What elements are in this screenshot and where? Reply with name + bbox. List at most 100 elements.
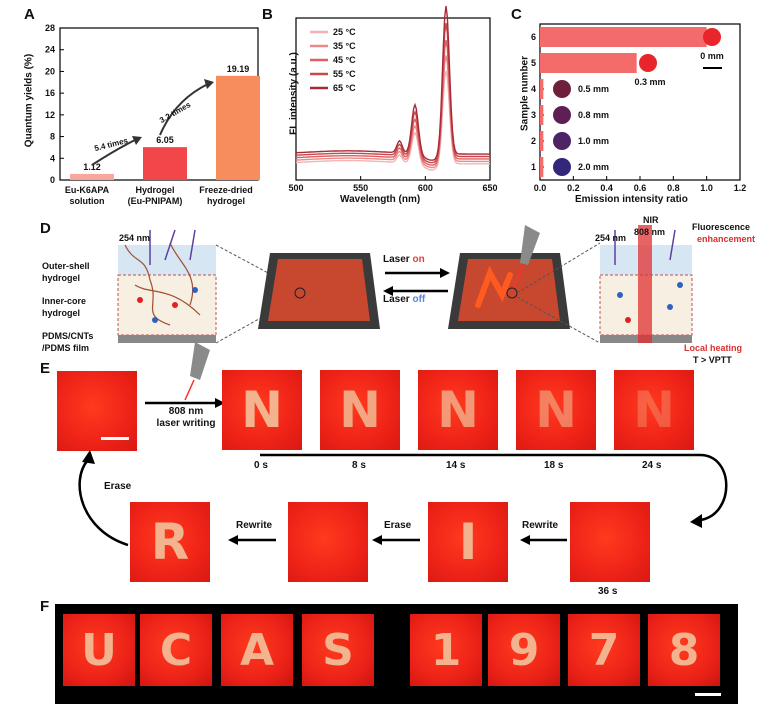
a-arrow-head-1 (132, 136, 142, 145)
d-254-left: 254 nm (119, 233, 151, 243)
e-tile-R: R (130, 502, 210, 582)
e-tile-erased-1 (288, 502, 368, 582)
e-tile-blank (57, 371, 137, 451)
a-bar (143, 147, 187, 180)
panel-b-axes: 500 550 600 650 (288, 17, 498, 193)
c-size-label: 0.8 mm (578, 110, 609, 120)
a-ytick-label: 12 (45, 110, 55, 120)
d-nir: NIR (643, 215, 659, 225)
c-sample-dot (703, 28, 721, 46)
e-erase-mid: Erase (384, 520, 412, 531)
b-legend-label: 25 °C (333, 27, 356, 37)
c-xtick-label: 1.0 (700, 183, 713, 193)
c-ytick-label: 3 (531, 110, 536, 120)
e-time-0: 0 s (254, 460, 268, 471)
outer-shell-layer (118, 245, 216, 275)
panel-d-label: D (40, 220, 51, 237)
panel-b-lines (295, 6, 490, 171)
panel-e-label: E (40, 360, 51, 377)
e-time-8: 8 s (352, 460, 366, 471)
e-tile-14s: N (418, 370, 498, 450)
e-tile-I: I (428, 502, 508, 582)
c-xtick-label: 0.0 (534, 183, 547, 193)
a-ytick-label: 8 (50, 132, 55, 142)
a-xlabel-3: Freeze-dried hydrogel (199, 185, 253, 206)
a-arrow-2 (159, 83, 209, 136)
d-808: 808 nm (634, 227, 666, 237)
f-tile-1: U (63, 614, 135, 686)
a-ytick-label: 24 (45, 45, 55, 55)
b-series-line (295, 39, 490, 166)
f-tile-7: 7 (568, 614, 640, 686)
e-time-14: 14 s (446, 460, 466, 471)
c-sample-dot (553, 106, 571, 124)
f-tile-4: S (302, 614, 374, 686)
panel-c-axes: 0.0 0.2 0.4 0.6 0.8 1.0 1.2 1 2 3 4 5 6 (531, 23, 747, 193)
panel-b-legend: 25 °C 35 °C 45 °C 55 °C 65 °C (310, 27, 356, 93)
a-ytick-label: 4 (50, 153, 55, 163)
a-value-label: 6.05 (156, 135, 174, 145)
c-sample-dot (639, 54, 657, 72)
c-ytick-label: 1 (531, 162, 536, 172)
e-tile-24s: N (614, 370, 694, 450)
d-enhancement: enhancement (697, 234, 756, 244)
c-sample-dot (553, 132, 571, 150)
d-local-heating: Local heating (684, 343, 743, 353)
c-ytick-label: 6 (531, 32, 536, 42)
c-bar (540, 157, 544, 177)
c-bar (540, 131, 544, 151)
panel-a-bars: 1.12 6.05 19.19 (70, 64, 260, 180)
c-xtick-label: 0.2 (567, 183, 580, 193)
d-fluorescence: Fluorescence (692, 222, 751, 232)
panel-d-schematic (117, 225, 693, 344)
panel-c-bars: 0 mm 0.3 mm 0.5 mm 0.8 mm 1.0 mm 2.0 mm (540, 27, 724, 177)
panel-f-label: F (40, 598, 50, 615)
c-frame (539, 23, 741, 181)
d-laser-on: Laser on (383, 254, 425, 265)
dot (152, 317, 158, 323)
a-ytick-label: 20 (45, 66, 55, 76)
panel-b-xlabel: Wavelength (nm) (340, 194, 421, 205)
laser-head (520, 225, 540, 265)
f-scale-bar (695, 693, 721, 696)
c-size-label: 1.0 mm (578, 136, 609, 146)
c-size-label: 2.0 mm (578, 162, 609, 172)
c-sample-dot (553, 158, 571, 176)
dot (192, 287, 198, 293)
b-legend-label: 45 °C (333, 55, 356, 65)
a-value-label: 1.12 (83, 162, 101, 172)
c-ytick-label: 4 (531, 84, 536, 94)
c-bar (540, 105, 544, 125)
b-xtick-label: 600 (418, 183, 433, 193)
d-laser-off: Laser off (383, 294, 426, 305)
b-legend-label: 65 °C (333, 83, 356, 93)
eu-complex-dot (137, 297, 143, 303)
c-bar (540, 53, 637, 73)
laser-head-icon (190, 342, 210, 380)
scale-bar (101, 437, 129, 440)
a-ytick-label: 28 (45, 23, 55, 33)
a-xlabel-2: Hydrogel (Eu-PNIPAM) (127, 185, 183, 206)
panel-c-xlabel: Emission intensity ratio (575, 194, 688, 205)
e-process-arrows (78, 450, 728, 547)
d-outer-label: Outer-shell hydrogel (42, 261, 90, 283)
e-rewrite-right: Rewrite (522, 520, 559, 531)
e-tile-18s: N (516, 370, 596, 450)
e-erase-left: Erase (104, 481, 132, 492)
e-tile-36s (570, 502, 650, 582)
a-bar (70, 173, 114, 180)
polymer-chains (124, 242, 201, 326)
b-xtick-label: 650 (482, 183, 497, 193)
c-xtick-label: 1.2 (734, 183, 747, 193)
f-tile-8: 8 (648, 614, 720, 686)
panel-a-label: A (24, 6, 35, 23)
panel-b-label: B (262, 6, 273, 23)
c-ytick-label: 5 (531, 58, 536, 68)
e-tile-8s: N (320, 370, 400, 450)
c-bar (540, 27, 707, 47)
b-series-line (295, 23, 490, 164)
pdms-film-layer (118, 335, 216, 343)
c-xtick-label: 0.6 (634, 183, 647, 193)
a-arrow-1 (91, 139, 136, 166)
